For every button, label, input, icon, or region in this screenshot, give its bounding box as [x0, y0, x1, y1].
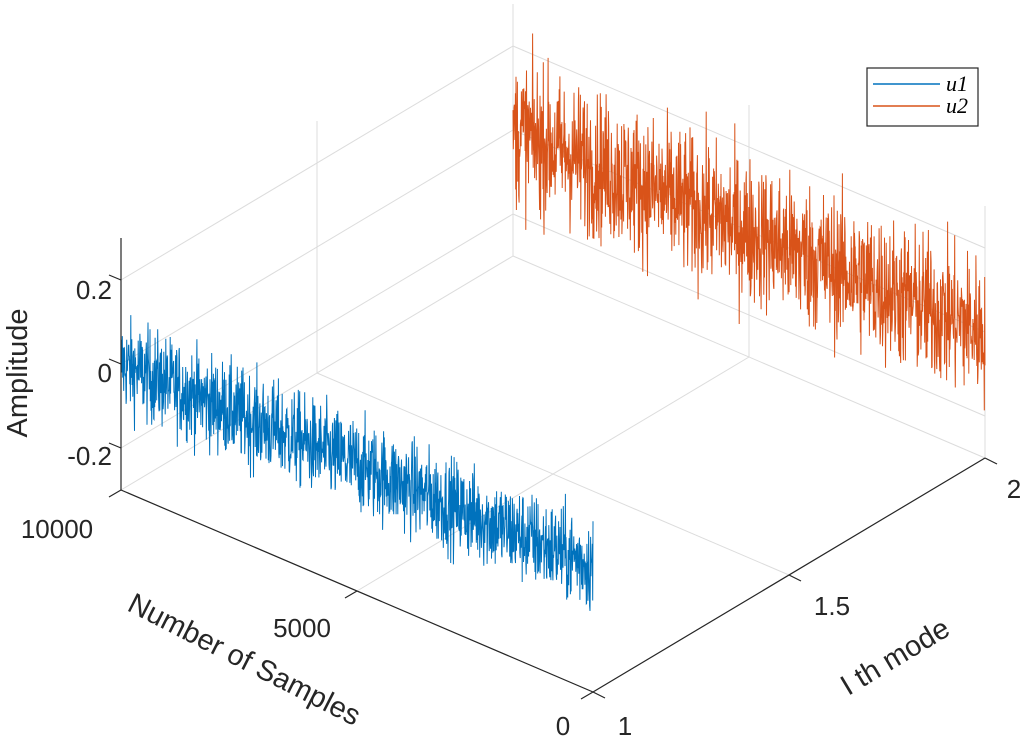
z-axis-label: Amplitude [2, 309, 34, 438]
y-tick-mark [984, 457, 998, 465]
z-tick-mark [108, 358, 122, 365]
z-tick-mark [108, 442, 122, 449]
z-tick-neg0.2: -0.2 [67, 441, 112, 471]
x-tick-mark [344, 590, 358, 599]
series-u2 [512, 33, 986, 411]
x-tick-mark [108, 489, 122, 498]
axes [108, 238, 998, 700]
legend[interactable]: u1 u2 [866, 67, 979, 127]
y-tick-1.5: 1.5 [814, 591, 850, 621]
y-tick-mark [592, 691, 606, 699]
data-series [120, 33, 986, 611]
x-tick-10000: 10000 [21, 514, 93, 544]
y-tick-2: 2 [1007, 474, 1021, 504]
legend-box [866, 67, 979, 127]
z-tick-0.2: 0.2 [76, 275, 112, 305]
x-axis-label: Number of Samples [123, 588, 366, 733]
tick-labels: 0.2 0 -0.2 10000 5000 0 1 1.5 2 [21, 275, 1021, 741]
x-tick-0: 0 [556, 711, 570, 741]
x-tick-5000: 5000 [273, 613, 331, 643]
series-u1 [120, 315, 594, 611]
grid-floor-y [316, 372, 790, 576]
x-tick-mark [580, 691, 594, 700]
y-axis-label: I th mode [835, 612, 955, 702]
z-tick-mark [108, 274, 122, 281]
legend-label-u2: u2 [946, 93, 968, 118]
legend-label-u1: u1 [946, 71, 968, 96]
y-tick-mark [788, 574, 802, 582]
z-tick-0: 0 [98, 358, 112, 388]
grid-lines [120, 4, 986, 693]
y-tick-1: 1 [618, 711, 632, 741]
